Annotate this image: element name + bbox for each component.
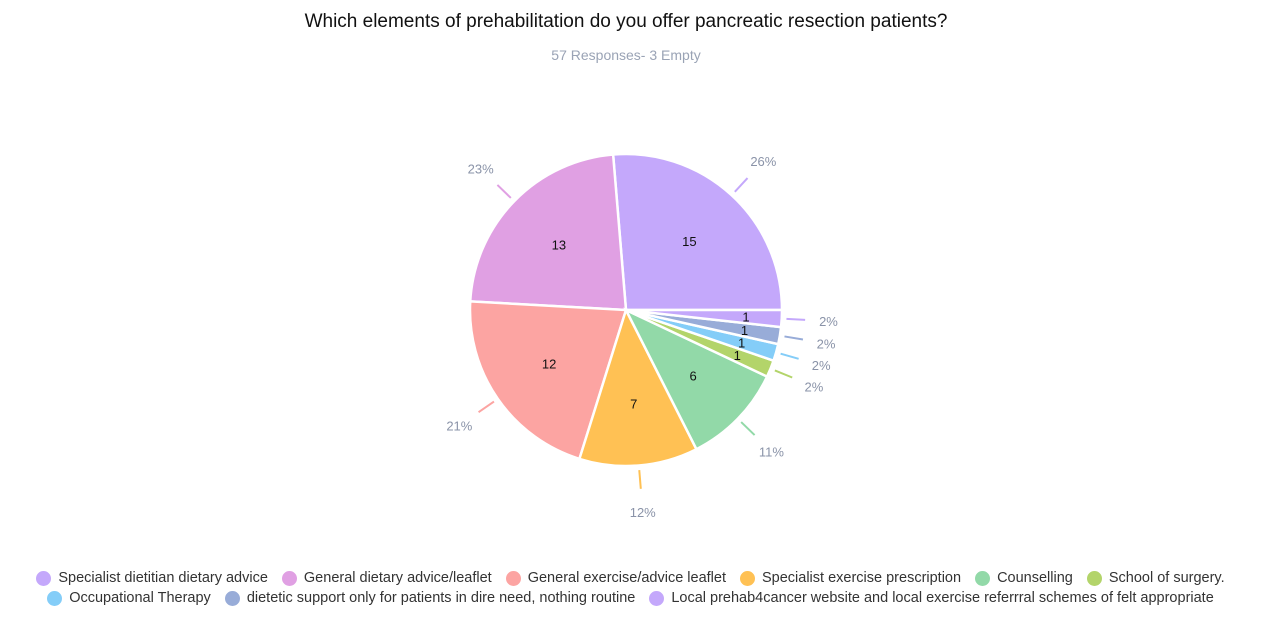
- leader-line: [784, 335, 804, 341]
- legend-label: Local prehab4cancer website and local ex…: [671, 590, 1214, 606]
- legend-label: General dietary advice/leaflet: [303, 570, 492, 586]
- slice-percent-label: 2%: [804, 379, 823, 394]
- slice-percent-label: 11%: [759, 444, 784, 459]
- legend-swatch: [281, 570, 297, 586]
- legend-item[interactable]: Specialist exercise prescription: [740, 570, 961, 586]
- slice-value-label: 7: [630, 396, 637, 411]
- legend-item[interactable]: Specialist dietitian dietary advice: [36, 570, 268, 586]
- leader-line: [774, 369, 793, 379]
- pie-slice[interactable]: [611, 152, 784, 312]
- pie-slice[interactable]: [623, 307, 769, 451]
- legend-label: General exercise/advice leaflet: [527, 570, 726, 586]
- leader-line: [638, 470, 642, 489]
- slice-value-label: 1: [742, 310, 749, 325]
- legend-item[interactable]: Counselling: [975, 570, 1073, 586]
- chart-subtitle: 57 Responses- 3 Empty: [551, 47, 701, 63]
- slice-percent-label: 2%: [819, 314, 838, 329]
- leader-line: [478, 400, 495, 414]
- legend-label: Specialist exercise prescription: [762, 570, 962, 586]
- legend-item[interactable]: School of surgery.: [1086, 570, 1225, 586]
- legend: Specialist dietitian dietary advice Gener…: [0, 568, 1261, 608]
- legend-swatch: [36, 570, 52, 586]
- legend-item[interactable]: dietetic support only for patients in di…: [224, 590, 636, 606]
- slice-value-label: 1: [741, 323, 748, 338]
- legend-row: Occupational Therapy dietetic support onl…: [0, 588, 1261, 608]
- pie-slice[interactable]: [625, 308, 784, 329]
- slice-percent-label: 2%: [812, 358, 831, 373]
- leader-line: [740, 421, 756, 436]
- slice-value-label: 1: [734, 348, 741, 363]
- legend-swatch: [975, 570, 991, 586]
- legend-label: Specialist dietitian dietary advice: [58, 570, 268, 586]
- pie-slice[interactable]: [468, 153, 628, 312]
- pie-slice[interactable]: [577, 306, 699, 468]
- slice-value-label: 13: [552, 238, 566, 253]
- leader-line: [786, 317, 806, 321]
- legend-swatch: [1086, 570, 1102, 586]
- slice-percent-label: 23%: [468, 162, 494, 177]
- legend-swatch: [505, 570, 521, 586]
- slice-value-label: 6: [689, 368, 696, 383]
- legend-item[interactable]: Occupational Therapy: [47, 590, 211, 606]
- slice-percent-label: 21%: [446, 419, 472, 434]
- leader-line: [734, 177, 749, 193]
- leader-line: [496, 184, 512, 199]
- legend-swatch: [740, 570, 755, 586]
- legend-label: Occupational Therapy: [69, 590, 211, 606]
- slice-percent-label: 2%: [817, 336, 836, 351]
- legend-label: Counselling: [997, 570, 1073, 586]
- legend-item[interactable]: General exercise/advice leaflet: [505, 570, 726, 586]
- leader-line: [780, 352, 799, 360]
- legend-swatch: [224, 590, 240, 606]
- legend-swatch: [649, 590, 665, 606]
- chart-title: Which elements of prehabilitation do you…: [304, 11, 948, 32]
- slice-value-label: 12: [542, 356, 556, 371]
- legend-item[interactable]: General dietary advice/leaflet: [281, 570, 492, 586]
- legend-swatch: [47, 590, 63, 606]
- legend-row: Specialist dietitian dietary advice Gener…: [0, 568, 1261, 588]
- pie-slice[interactable]: [468, 300, 628, 461]
- slice-percent-label: 26%: [750, 154, 776, 169]
- legend-item[interactable]: Local prehab4cancer website and local ex…: [649, 590, 1214, 606]
- legend-label: School of surgery.: [1108, 570, 1225, 586]
- slice-value-label: 1: [738, 336, 745, 351]
- slice-value-label: 15: [682, 234, 696, 249]
- slice-percent-label: 12%: [630, 505, 656, 520]
- legend-label: dietetic support only for patients in di…: [246, 590, 636, 606]
